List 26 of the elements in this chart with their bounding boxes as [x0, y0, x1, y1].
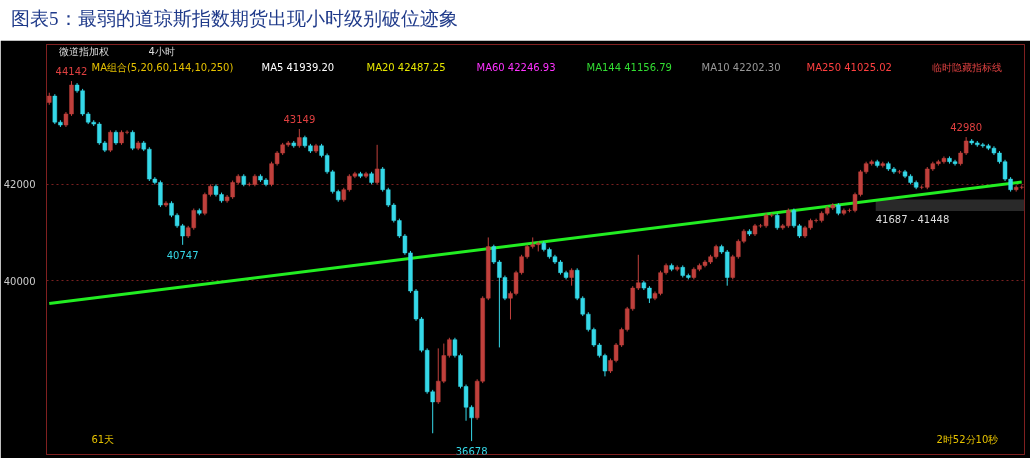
y-tick-label: 42000 — [3, 179, 36, 191]
annotation: MA144 41156.79 — [586, 61, 672, 73]
annotation: 4小时 — [148, 45, 175, 57]
y-tick-label: 40000 — [3, 275, 36, 287]
annotation: 44142 — [55, 66, 88, 78]
chart-title: 图表5：最弱的道琼斯指数期货出现小时级别破位迹象 — [11, 7, 458, 31]
annotation: MA5 41939.20 — [261, 61, 335, 73]
annotation: 微道指加权 — [58, 45, 109, 57]
annotation: 43149 — [283, 113, 316, 125]
annotation: MA250 41025.02 — [806, 61, 892, 73]
annotation: MA组合(5,20,60,144,10,250) — [91, 61, 234, 73]
annotation: 2时52分10秒 — [936, 433, 999, 445]
band-label: 41687 - 41448 — [875, 214, 950, 226]
candlestick — [108, 129, 113, 153]
annotation: MA20 42487.25 — [366, 61, 446, 73]
annotation: 42980 — [950, 122, 983, 134]
annotation: 36678 — [455, 446, 488, 458]
annotation: 61天 — [91, 433, 115, 445]
candlestick — [374, 144, 380, 185]
candlestick — [163, 200, 169, 208]
annotation: MA10 42202.30 — [701, 61, 781, 73]
candlestick — [130, 129, 135, 151]
annotation: 临时隐藏指标线 — [931, 61, 1002, 73]
annotation: 40747 — [166, 249, 199, 261]
candlestick — [297, 128, 302, 149]
annotation: MA60 42246.93 — [476, 61, 556, 73]
